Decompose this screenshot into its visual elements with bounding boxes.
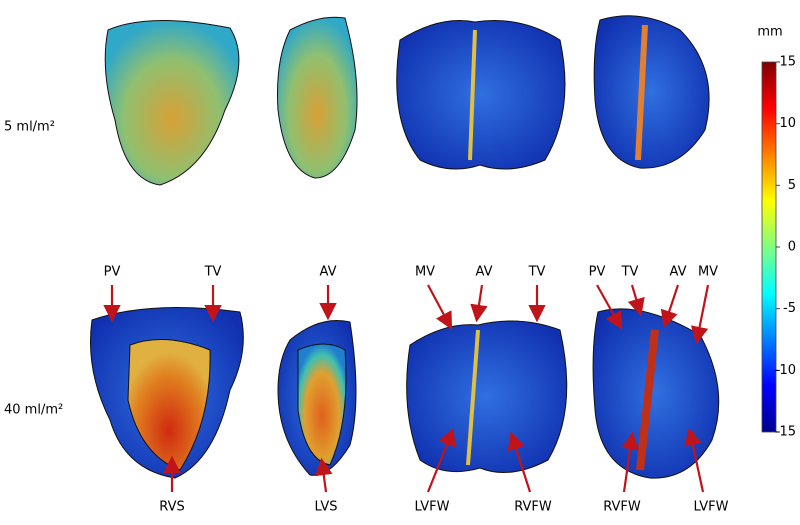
tick-label: -5	[783, 301, 796, 316]
colorbar-ticks: 15 10 5 0 -5 -10 -15	[775, 55, 796, 440]
heart-mesh	[297, 343, 347, 466]
heart-mesh	[406, 320, 568, 473]
annotation: TV	[621, 265, 639, 280]
annotation: PV	[589, 265, 606, 280]
annotation: MV	[698, 265, 718, 280]
annotation: TV	[204, 265, 222, 280]
tick-label: -10	[775, 363, 796, 378]
annotation: RVFW	[514, 500, 552, 515]
tick-label: 10	[779, 116, 796, 131]
annotation: TV	[528, 265, 546, 280]
septum	[468, 29, 477, 161]
annotation: PV	[104, 265, 121, 280]
heart-mesh	[104, 20, 240, 186]
annotation: AV	[670, 265, 687, 280]
annotation: LVS	[315, 500, 338, 515]
tick-label: 0	[788, 240, 796, 255]
septum	[636, 329, 659, 471]
annotation: AV	[476, 265, 493, 280]
colorbar-unit: mm	[757, 25, 782, 40]
heart-mesh	[277, 16, 358, 179]
septum	[466, 329, 480, 466]
heart-mesh	[593, 15, 710, 169]
annotation: AV	[320, 265, 337, 280]
tick-label: -15	[775, 425, 796, 440]
tick-label: 15	[779, 55, 796, 70]
annotation: LVFW	[693, 500, 728, 515]
tick-label: 5	[788, 178, 796, 193]
heart-mesh	[396, 19, 566, 170]
annotation: MV	[415, 265, 435, 280]
heart-mesh	[127, 339, 211, 471]
annotation: LVFW	[414, 500, 449, 515]
row-label: 40 ml/m²	[4, 403, 63, 418]
annotation: RVS	[159, 500, 184, 515]
septum	[635, 24, 648, 161]
row-label: 5 ml/m²	[4, 120, 55, 135]
annotation: RVFW	[603, 500, 641, 515]
arrows	[103, 284, 710, 493]
